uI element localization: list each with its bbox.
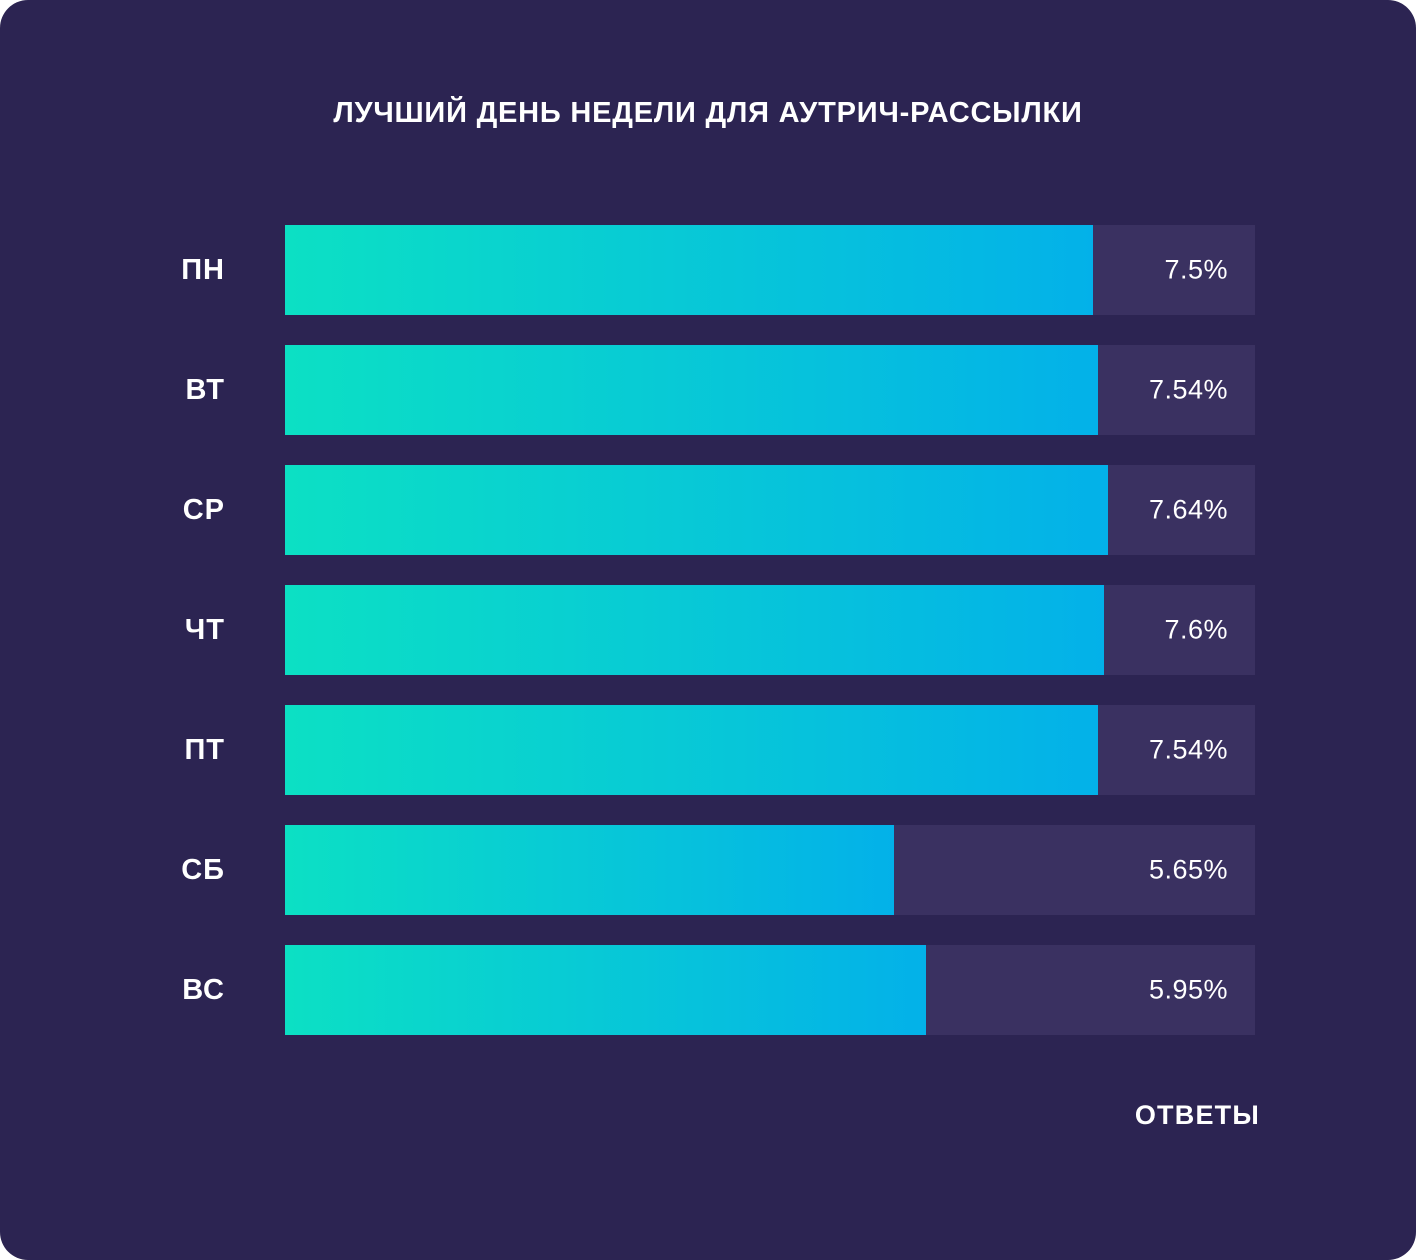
day-label: ВТ [185, 374, 225, 406]
chart-row: СБ 5.65% [0, 825, 1255, 915]
chart-row: ПН 7.5% [0, 225, 1255, 315]
chart-title: ЛУЧШИЙ ДЕНЬ НЕДЕЛИ ДЛЯ АУТРИЧ-РАССЫЛКИ [333, 97, 1083, 129]
bar-value-label: 7.54% [1148, 374, 1228, 405]
bar-value-label: 7.5% [1164, 254, 1228, 285]
day-label: ЧТ [184, 614, 225, 646]
bar-track: 7.5% [285, 225, 1255, 315]
bar-value-label: 5.65% [1148, 854, 1228, 885]
day-label: ВС [182, 974, 225, 1006]
chart-row: ПТ 7.54% [0, 705, 1255, 795]
chart-row: ЧТ 7.6% [0, 585, 1255, 675]
bar-chart: ПН 7.5% ВТ 7.54% СР 7.64% ЧТ 7.6% ПТ 7.54% СБ 5.65%… [0, 225, 1255, 1065]
bar-track: 5.95% [285, 945, 1255, 1035]
bar-fill [285, 465, 1109, 555]
bar-fill [285, 945, 927, 1035]
chart-row: СР 7.64% [0, 465, 1255, 555]
bar-fill [285, 825, 894, 915]
bar-track: 7.54% [285, 705, 1255, 795]
bar-value-label: 7.6% [1164, 614, 1228, 645]
bar-value-label: 5.95% [1148, 974, 1228, 1005]
bar-track: 7.64% [285, 465, 1255, 555]
bar-value-label: 7.64% [1148, 494, 1228, 525]
day-label: ПН [181, 254, 225, 286]
day-label: ПТ [184, 734, 225, 766]
bar-track: 5.65% [285, 825, 1255, 915]
bar-track: 7.54% [285, 345, 1255, 435]
bar-fill [285, 705, 1098, 795]
bar-fill [285, 345, 1098, 435]
chart-row: ВТ 7.54% [0, 345, 1255, 435]
answers-axis-label: ОТВЕТЫ [1134, 1100, 1260, 1130]
chart-row: ВС 5.95% [0, 945, 1255, 1035]
bar-fill [285, 585, 1105, 675]
bar-track: 7.6% [285, 585, 1255, 675]
day-label: СР [182, 494, 225, 526]
bar-value-label: 7.54% [1148, 734, 1228, 765]
day-label: СБ [181, 854, 225, 886]
bar-fill [285, 225, 1094, 315]
